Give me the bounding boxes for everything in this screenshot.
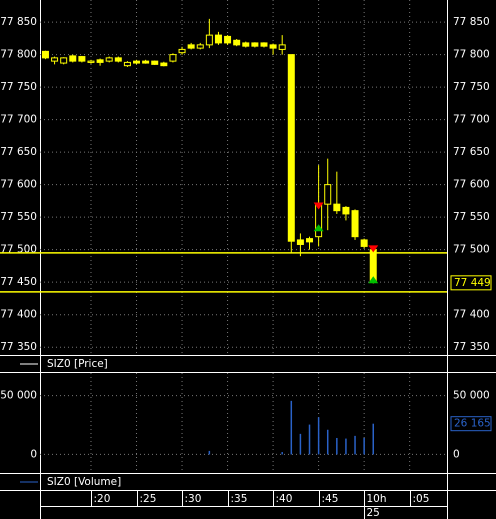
buy-markers (368, 276, 379, 284)
candle-body (296, 239, 304, 245)
volume-bar (208, 450, 211, 455)
last-price-box (450, 275, 492, 291)
candle-body (205, 34, 213, 46)
y-tick-label: 77 750 (0, 81, 37, 93)
candle-body (160, 62, 168, 67)
y-tick-label: 0 (30, 448, 37, 460)
x-tick-label: :05 (413, 493, 430, 505)
candle-body (78, 56, 86, 62)
candle-body (105, 57, 113, 62)
x-tick-label: :30 (185, 493, 202, 505)
legend-label: SIZ0 [Volume] (47, 476, 121, 488)
y-tick-label: 77 350 (0, 341, 37, 353)
date-label: 25 (367, 507, 380, 519)
x-tick-label: :45 (322, 493, 339, 505)
y-tick-label: 77 500 (453, 244, 490, 256)
x-tick-label: 10h (367, 493, 387, 505)
last-price-label: 77 449 (454, 277, 491, 289)
volume-bar (317, 417, 320, 455)
candle-body (41, 50, 49, 59)
volume-bar (345, 438, 347, 455)
y-tick-label: 77 550 (453, 211, 490, 223)
candle-body (324, 184, 332, 205)
candle-body (178, 48, 186, 54)
candle-body (224, 35, 232, 44)
candle-body (269, 44, 277, 49)
y-tick-label: 0 (453, 448, 460, 460)
candle-body (142, 60, 150, 64)
candle-body (123, 61, 131, 67)
y-tick-label: 50 000 (453, 390, 490, 402)
y-tick-label: 77 450 (0, 276, 37, 288)
volume-bar (299, 433, 302, 455)
y-tick-label: 77 700 (0, 114, 37, 126)
y-tick-label: 77 400 (453, 309, 490, 321)
candle-body (133, 60, 141, 64)
y-tick-label: 77 700 (453, 114, 490, 126)
y-tick-label: 77 600 (453, 179, 490, 191)
y-tick-label: 77 400 (0, 309, 37, 321)
candle-body (251, 42, 259, 47)
y-tick-label: 77 550 (0, 211, 37, 223)
volume-bar (354, 435, 356, 455)
x-tick-label: :35 (231, 493, 248, 505)
candle-body (260, 42, 268, 47)
candle-body (306, 238, 314, 243)
y-tick-label: 77 650 (0, 146, 37, 158)
candle-body (214, 34, 222, 44)
candle-body (151, 60, 159, 65)
candle-body (351, 210, 359, 238)
candle-body (342, 206, 350, 215)
candle-body (69, 55, 77, 62)
candle-body (96, 59, 104, 63)
y-tick-label: 77 800 (0, 49, 37, 61)
candle-body (278, 44, 286, 50)
volume-bar (336, 437, 338, 455)
legend-label: SIZ0 [Price] (47, 358, 108, 370)
x-tick-label: :40 (276, 493, 293, 505)
y-tick-label: 50 000 (0, 390, 37, 402)
candle-body (333, 203, 341, 212)
x-tick-label: :25 (140, 493, 157, 505)
y-tick-label: 77 850 (0, 16, 37, 28)
sell-markers (368, 245, 379, 253)
y-tick-label: 77 850 (453, 16, 490, 28)
candle-body (287, 54, 295, 242)
volume-bar (281, 452, 283, 455)
y-tick-label: 77 500 (0, 244, 37, 256)
x-tick-label: :20 (94, 493, 111, 505)
volume-bar (290, 400, 293, 455)
volume-bar (372, 423, 374, 455)
candle-body (233, 39, 241, 46)
candle-body (360, 239, 368, 247)
y-tick-label: 77 650 (453, 146, 490, 158)
y-tick-label: 77 350 (453, 341, 490, 353)
y-tick-label: 77 600 (0, 179, 37, 191)
candle-body (187, 44, 195, 49)
last-volume-box (450, 416, 492, 432)
y-tick-label: 77 800 (453, 49, 490, 61)
candle-body (51, 57, 59, 62)
candle-body (114, 57, 122, 62)
y-tick-label: 77 750 (453, 81, 490, 93)
candle-body (87, 60, 95, 63)
sell-markers (313, 202, 324, 210)
candle-body (60, 57, 68, 64)
volume-bar (363, 437, 365, 455)
candle-body (242, 42, 250, 47)
buy-markers (313, 224, 324, 232)
last-volume-label: 26 165 (454, 418, 491, 430)
volume-bar (326, 429, 329, 455)
candle-body (169, 54, 177, 62)
candle-body (196, 44, 204, 49)
volume-bar (308, 424, 311, 455)
